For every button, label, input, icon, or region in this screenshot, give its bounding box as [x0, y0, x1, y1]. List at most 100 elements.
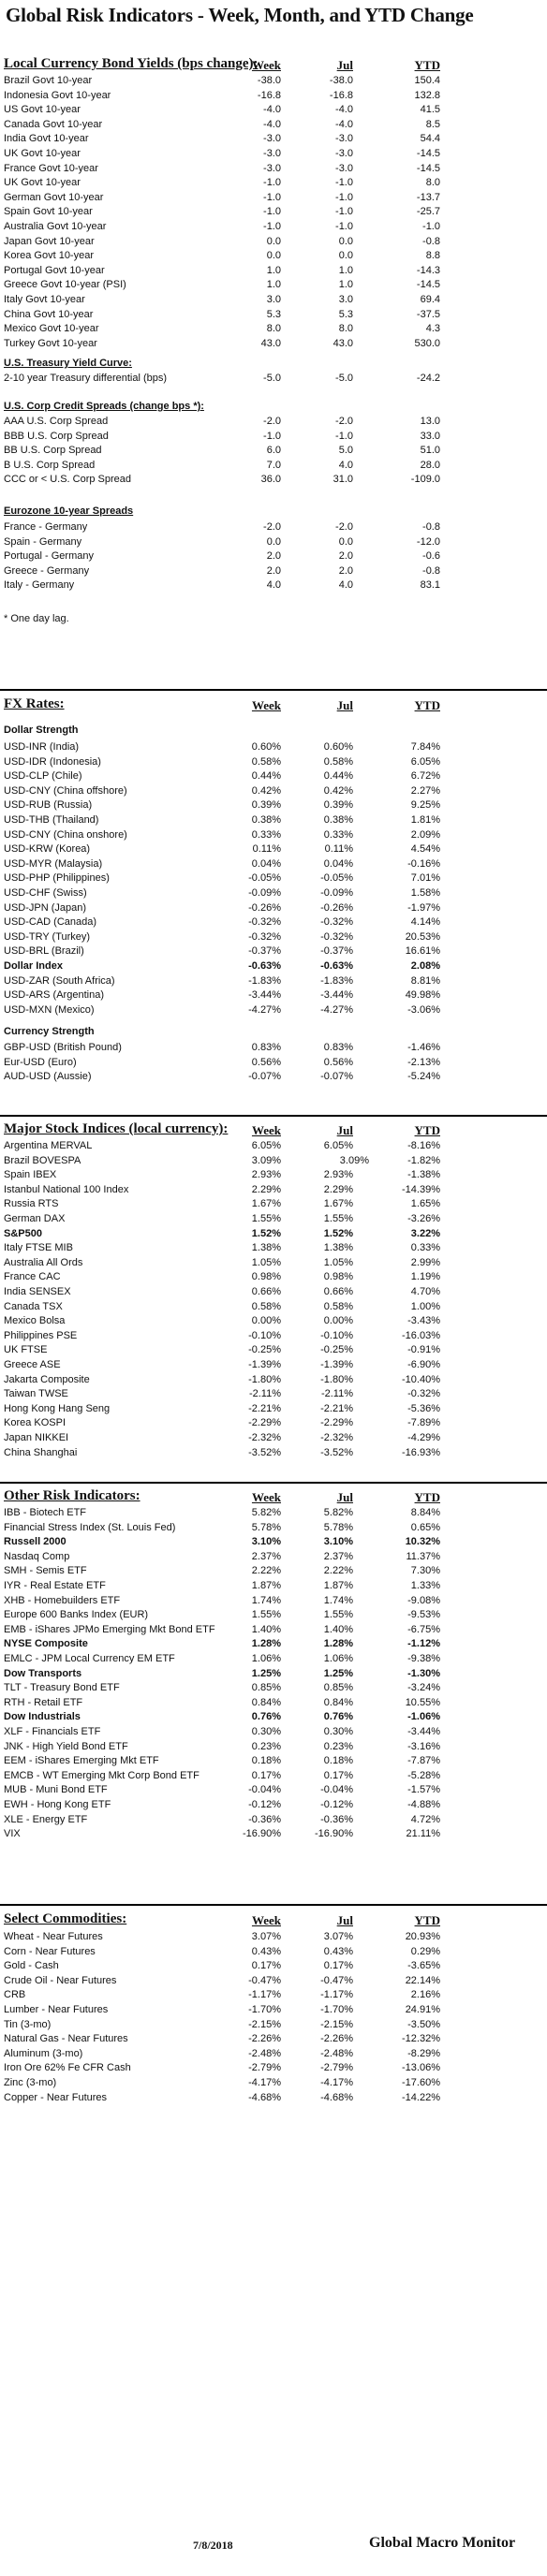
- ytd-value: 8.8: [425, 250, 440, 262]
- ytd-value: -3.16%: [407, 1740, 440, 1752]
- month-value: 3.07%: [323, 1931, 353, 1942]
- risk-row: EMLC - JPM Local Currency EM ETF 1.06% 1.0…: [0, 1653, 547, 1667]
- row-name: Russia RTS: [4, 1198, 59, 1210]
- ytd-value: -5.36%: [407, 1402, 440, 1414]
- divider: [0, 1115, 547, 1117]
- stock-row: Istanbul National 100 Index 2.29% 2.29% -14…: [0, 1184, 547, 1198]
- row-name: Japan Govt 10-year: [4, 235, 95, 247]
- row-name: SMH - Semis ETF: [4, 1565, 87, 1577]
- bonds-col-month: Jul: [336, 58, 353, 72]
- ytd-value: 1.65%: [410, 1198, 440, 1210]
- bond-row: France Govt 10-year -3.0 -3.0 -14.5: [0, 163, 547, 177]
- week-value: -0.32%: [248, 930, 281, 943]
- fx-row: USD-CLP (Chile) 0.44% 0.44% 6.72%: [0, 770, 547, 784]
- row-name: Russell 2000: [4, 1536, 67, 1548]
- week-value: -2.0: [263, 521, 281, 533]
- week-value: 1.67%: [251, 1198, 281, 1210]
- week-value: 0.76%: [251, 1711, 281, 1723]
- week-value: -4.0: [263, 104, 281, 116]
- row-name: France CAC: [4, 1271, 61, 1283]
- month-value: 0.18%: [323, 1755, 353, 1767]
- bonds-col-ytd: YTD: [414, 58, 440, 72]
- row-name: USD-PHP (Philippines): [4, 872, 110, 885]
- ytd-value: -0.8: [422, 564, 440, 577]
- bond-row: UK Govt 10-year -1.0 -1.0 8.0: [0, 177, 547, 191]
- row-name: Nasdaq Comp: [4, 1550, 70, 1562]
- week-value: 0.04%: [251, 857, 281, 870]
- fx-row: USD-INR (India) 0.60% 0.60% 7.84%: [0, 741, 547, 755]
- stocks-col-month: Jul: [336, 1123, 353, 1137]
- row-name: Financial Stress Index (St. Louis Fed): [4, 1521, 176, 1533]
- month-value: -5.0: [335, 373, 353, 384]
- month-value: 1.0: [338, 279, 353, 291]
- ytd-value: 4.54%: [410, 843, 440, 856]
- ytd-value: -6.75%: [407, 1623, 440, 1635]
- bond-row: Turkey Govt 10-year 43.0 43.0 530.0: [0, 338, 547, 352]
- row-name: Jakarta Composite: [4, 1373, 90, 1385]
- week-value: 0.33%: [251, 828, 281, 841]
- week-value: 3.0: [266, 294, 281, 305]
- risk-row: TLT - Treasury Bond ETF 0.85% 0.85% -3.24%: [0, 1682, 547, 1696]
- fx-row: USD-CNY (China onshore) 0.33% 0.33% 2.09%: [0, 829, 547, 843]
- risk-row: MUB - Muni Bond ETF -0.04% -0.04% -1.57%: [0, 1784, 547, 1798]
- bond-row: Japan Govt 10-year 0.0 0.0 -0.8: [0, 236, 547, 250]
- ytd-value: 8.0: [425, 177, 440, 189]
- row-name: USD-CLP (Chile): [4, 770, 82, 783]
- row-name: JNK - High Yield Bond ETF: [4, 1740, 128, 1752]
- month-value: 3.10%: [323, 1536, 353, 1548]
- week-value: -1.0: [263, 177, 281, 189]
- week-value: -4.27%: [248, 1003, 281, 1016]
- ytd-value: 9.25%: [410, 799, 440, 812]
- week-value: -2.29%: [248, 1417, 281, 1429]
- commodities-col-week: Week: [251, 1913, 281, 1927]
- ytd-value: 7.84%: [410, 741, 440, 753]
- row-name: USD-RUB (Russia): [4, 799, 93, 812]
- week-value: -0.04%: [248, 1784, 281, 1796]
- ytd-value: -4.88%: [407, 1799, 440, 1810]
- row-name: Corn - Near Futures: [4, 1945, 96, 1957]
- ytd-value: -8.29%: [407, 2047, 440, 2059]
- stock-row: France CAC 0.98% 0.98% 1.19%: [0, 1271, 547, 1285]
- week-value: 0.83%: [251, 1042, 281, 1053]
- week-value: 0.44%: [251, 770, 281, 783]
- row-name: Korea Govt 10-year: [4, 250, 94, 262]
- risk-row: IYR - Real Estate ETF 1.87% 1.87% 1.33%: [0, 1580, 547, 1594]
- row-name: Philippines PSE: [4, 1329, 78, 1341]
- month-value: -4.68%: [320, 2091, 353, 2103]
- month-value: 0.38%: [323, 814, 353, 826]
- ytd-value: -13.7: [416, 191, 440, 203]
- week-value: 4.0: [266, 579, 281, 592]
- month-value: 2.93%: [323, 1169, 353, 1181]
- stock-row: Korea KOSPI -2.29% -2.29% -7.89%: [0, 1417, 547, 1431]
- fx-row: USD-CHF (Swiss) -0.09% -0.09% 1.58%: [0, 887, 547, 901]
- row-name: XLE - Energy ETF: [4, 1813, 88, 1825]
- month-value: -3.0: [335, 133, 353, 145]
- bond-row: Korea Govt 10-year 0.0 0.0 8.8: [0, 250, 547, 264]
- week-value: -16.90%: [243, 1828, 281, 1840]
- week-value: 2.29%: [251, 1183, 281, 1195]
- month-value: -0.32%: [320, 930, 353, 943]
- week-value: -0.32%: [248, 916, 281, 929]
- commodity-row: Lumber - Near Futures -1.70% -1.70% 24.91%: [0, 2004, 547, 2018]
- row-name: B U.S. Corp Spread: [4, 459, 96, 471]
- fx-col-ytd: YTD: [414, 698, 440, 712]
- risk-row: NYSE Composite 1.28% 1.28% -1.12%: [0, 1638, 547, 1652]
- week-value: -1.70%: [248, 2004, 281, 2015]
- stock-row: German DAX 1.55% 1.55% -3.26%: [0, 1213, 547, 1227]
- month-value: 5.0: [338, 445, 353, 457]
- week-value: -1.0: [263, 221, 281, 232]
- bond-row: Portugal Govt 10-year 1.0 1.0 -14.3: [0, 265, 547, 279]
- month-value: -3.0: [335, 162, 353, 174]
- ytd-value: -8.16%: [407, 1140, 440, 1151]
- ytd-value: -37.5: [416, 308, 440, 320]
- divider: [0, 689, 547, 691]
- row-name: AAA U.S. Corp Spread: [4, 416, 109, 427]
- month-value: 1.05%: [323, 1256, 353, 1268]
- ytd-value: -14.5: [416, 279, 440, 291]
- ytd-value: -6.90%: [407, 1359, 440, 1370]
- commodity-row: Gold - Cash 0.17% 0.17% -3.65%: [0, 1960, 547, 1974]
- ytd-value: -14.5: [416, 148, 440, 159]
- ytd-value: -1.06%: [407, 1711, 440, 1723]
- row-name: Australia Govt 10-year: [4, 221, 107, 232]
- month-value: 1.55%: [323, 1609, 353, 1621]
